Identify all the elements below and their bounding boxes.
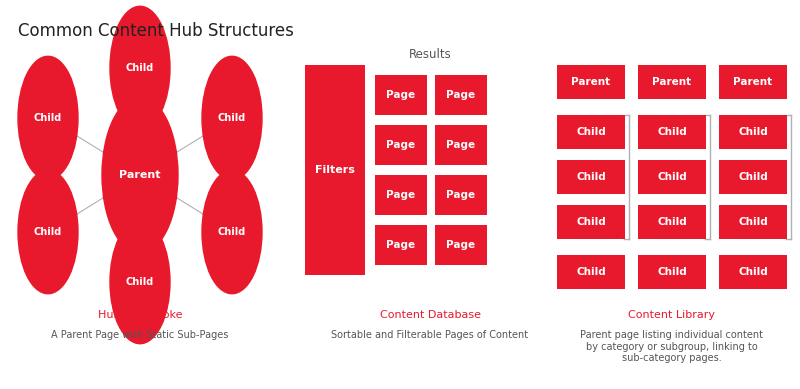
Ellipse shape bbox=[102, 97, 178, 253]
FancyBboxPatch shape bbox=[435, 225, 487, 265]
FancyBboxPatch shape bbox=[638, 205, 706, 239]
Text: Child: Child bbox=[738, 267, 768, 277]
Text: Child: Child bbox=[218, 113, 246, 123]
FancyBboxPatch shape bbox=[638, 65, 706, 99]
Text: Page: Page bbox=[386, 140, 415, 150]
Text: Child: Child bbox=[576, 217, 606, 227]
FancyBboxPatch shape bbox=[557, 160, 625, 194]
Ellipse shape bbox=[202, 56, 262, 180]
Text: Child: Child bbox=[126, 277, 154, 287]
FancyBboxPatch shape bbox=[719, 205, 787, 239]
Text: Parent: Parent bbox=[653, 77, 691, 87]
Text: Parent: Parent bbox=[119, 170, 161, 180]
Text: Child: Child bbox=[738, 127, 768, 137]
FancyBboxPatch shape bbox=[375, 175, 427, 215]
Text: Child: Child bbox=[576, 172, 606, 182]
Ellipse shape bbox=[110, 6, 170, 130]
Ellipse shape bbox=[18, 56, 78, 180]
Text: Results: Results bbox=[409, 48, 451, 61]
Text: Child: Child bbox=[576, 127, 606, 137]
Ellipse shape bbox=[110, 220, 170, 344]
FancyBboxPatch shape bbox=[435, 75, 487, 115]
FancyBboxPatch shape bbox=[375, 125, 427, 165]
Text: Sortable and Filterable Pages of Content: Sortable and Filterable Pages of Content bbox=[331, 330, 529, 340]
FancyBboxPatch shape bbox=[719, 160, 787, 194]
Ellipse shape bbox=[18, 170, 78, 294]
Text: Page: Page bbox=[386, 90, 415, 100]
FancyBboxPatch shape bbox=[719, 255, 787, 289]
Text: Content Library: Content Library bbox=[629, 310, 715, 320]
Text: Parent: Parent bbox=[571, 77, 610, 87]
FancyBboxPatch shape bbox=[375, 75, 427, 115]
Text: Child: Child bbox=[126, 63, 154, 73]
Text: Child: Child bbox=[657, 127, 687, 137]
Text: Child: Child bbox=[218, 227, 246, 237]
Text: A Parent Page with Static Sub-Pages: A Parent Page with Static Sub-Pages bbox=[51, 330, 229, 340]
Text: Page: Page bbox=[446, 190, 475, 200]
FancyBboxPatch shape bbox=[557, 205, 625, 239]
FancyBboxPatch shape bbox=[375, 225, 427, 265]
Text: Page: Page bbox=[446, 140, 475, 150]
FancyBboxPatch shape bbox=[719, 115, 787, 149]
FancyBboxPatch shape bbox=[638, 255, 706, 289]
Text: Page: Page bbox=[386, 190, 415, 200]
FancyBboxPatch shape bbox=[435, 175, 487, 215]
Text: Child: Child bbox=[34, 227, 62, 237]
Text: Child: Child bbox=[738, 172, 768, 182]
Text: Child: Child bbox=[34, 113, 62, 123]
FancyBboxPatch shape bbox=[557, 65, 625, 99]
FancyBboxPatch shape bbox=[638, 115, 706, 149]
Text: Common Content Hub Structures: Common Content Hub Structures bbox=[18, 22, 294, 40]
Text: Child: Child bbox=[576, 267, 606, 277]
FancyBboxPatch shape bbox=[435, 125, 487, 165]
Text: Child: Child bbox=[738, 217, 768, 227]
Ellipse shape bbox=[202, 170, 262, 294]
FancyBboxPatch shape bbox=[719, 65, 787, 99]
Text: Page: Page bbox=[446, 90, 475, 100]
Text: Hub and Spoke: Hub and Spoke bbox=[98, 310, 182, 320]
Text: Content Database: Content Database bbox=[379, 310, 481, 320]
Text: Child: Child bbox=[657, 172, 687, 182]
FancyBboxPatch shape bbox=[638, 160, 706, 194]
FancyBboxPatch shape bbox=[557, 255, 625, 289]
Text: Page: Page bbox=[386, 240, 415, 250]
Text: Page: Page bbox=[446, 240, 475, 250]
Text: Child: Child bbox=[657, 217, 687, 227]
FancyBboxPatch shape bbox=[305, 65, 365, 275]
Text: Parent: Parent bbox=[734, 77, 773, 87]
Text: Child: Child bbox=[657, 267, 687, 277]
Text: Filters: Filters bbox=[315, 165, 355, 175]
FancyBboxPatch shape bbox=[557, 115, 625, 149]
Text: Parent page listing individual content
by category or subgroup, linking to
sub-c: Parent page listing individual content b… bbox=[581, 330, 763, 363]
